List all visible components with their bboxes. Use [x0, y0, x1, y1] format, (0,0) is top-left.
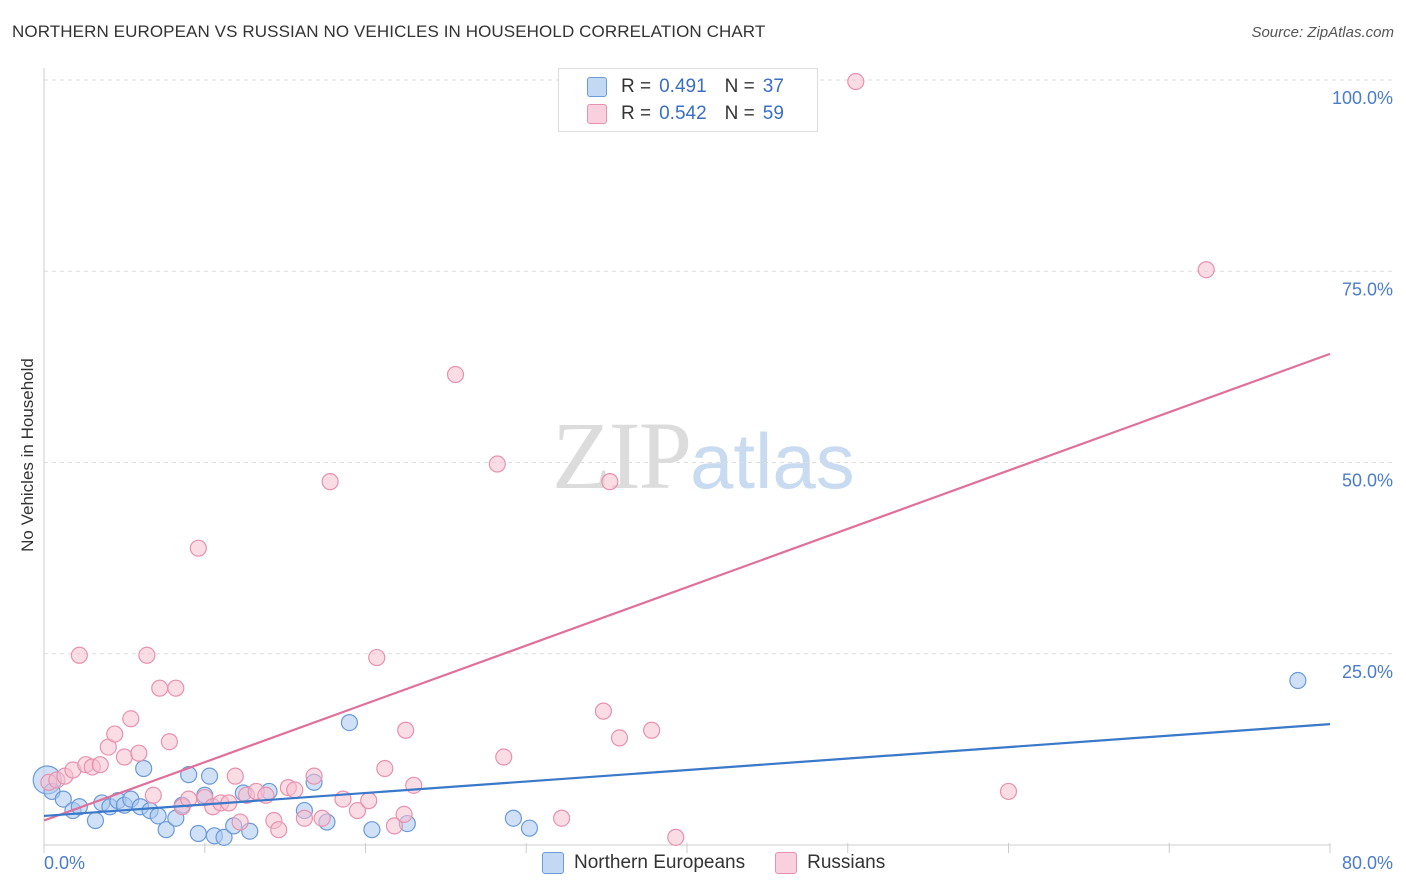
northern-point [340, 713, 359, 732]
legend-swatch-russian [587, 104, 607, 124]
russian-point [360, 792, 378, 810]
series-legend: Northern Europeans Russians [542, 852, 915, 874]
legend-r-value: 0.542 [659, 103, 707, 124]
watermark: ZIPatlas [552, 400, 855, 511]
russian-point [160, 733, 178, 751]
legend-r-label: R = [621, 76, 652, 97]
russian-point [167, 679, 185, 697]
russian-point [122, 710, 140, 728]
legend-item-russian[interactable]: Russians [775, 852, 885, 874]
russian-point [1197, 261, 1215, 279]
northern-point [520, 819, 539, 837]
northern-trend-line [43, 723, 1331, 818]
correlation-legend: R = 0.491 N = 37 R = 0.542 N = 59 [558, 68, 818, 132]
russian-trend-line [43, 352, 1331, 822]
legend-n-value: 37 [762, 76, 784, 97]
northern-point [189, 824, 207, 843]
russian-point [144, 786, 162, 804]
russian-point [270, 821, 288, 839]
legend-r-label: R = [621, 103, 652, 124]
source-label: Source: ZipAtlas.com [1251, 24, 1394, 41]
northern-point [157, 821, 175, 839]
russian-point [115, 748, 133, 766]
russian-point [151, 679, 169, 697]
legend-label-russian: Russians [807, 852, 886, 873]
legend-swatch-northern [587, 77, 607, 97]
axes [43, 68, 1331, 853]
legend-row-northern: R = 0.491 N = 37 [587, 74, 784, 100]
russian-point [231, 813, 249, 831]
legend-swatch-northern [542, 852, 564, 874]
y-tick-label: 25.0% [1342, 662, 1393, 682]
russian-point [643, 721, 661, 739]
grid-lines [44, 79, 1392, 655]
russian-point [189, 539, 207, 557]
watermark-zip: ZIP [552, 402, 692, 509]
russian-point [138, 646, 156, 664]
northern-point [1289, 671, 1307, 690]
x-tick-label: 80.0% [1342, 853, 1393, 873]
x-tick-label: 0.0% [44, 853, 85, 873]
russian-point [999, 782, 1018, 801]
russian-point [488, 455, 506, 473]
tick-labels: 25.0% 50.0% 75.0% 100.0% 0.0% 80.0% [44, 88, 1393, 873]
russian-point [594, 702, 613, 720]
russian-point [91, 756, 109, 774]
legend-n-label: N = [724, 103, 755, 124]
chart-title: NORTHERN EUROPEAN VS RUSSIAN NO VEHICLES… [12, 22, 766, 41]
y-tick-label: 50.0% [1342, 471, 1393, 491]
northern-points [32, 671, 1307, 846]
legend-n-value: 59 [762, 103, 784, 124]
legend-item-northern[interactable]: Northern Europeans [542, 852, 745, 874]
northern-point [363, 821, 381, 839]
russian-point [376, 759, 394, 778]
northern-point [200, 767, 219, 785]
y-tick-label: 75.0% [1342, 279, 1393, 299]
russian-point [667, 828, 685, 846]
russian-point [130, 744, 148, 762]
russian-point [226, 767, 244, 785]
legend-label-northern: Northern Europeans [574, 852, 746, 873]
watermark-atlas: atlas [690, 417, 855, 505]
russian-point [446, 365, 465, 384]
russian-point [295, 809, 314, 827]
russian-point [106, 725, 124, 743]
northern-point [86, 811, 105, 830]
trend-lines [43, 352, 1331, 822]
russian-point [313, 809, 331, 827]
northern-point [135, 759, 153, 778]
legend-r-value: 0.491 [659, 76, 707, 97]
legend-row-russian: R = 0.542 N = 59 [587, 101, 784, 127]
russian-point [286, 781, 304, 799]
russian-point [385, 817, 404, 835]
y-tick-label: 100.0% [1332, 88, 1393, 108]
northern-point [54, 790, 72, 808]
russian-point [348, 801, 367, 820]
russian-point [495, 748, 513, 766]
russian-point [321, 473, 339, 491]
legend-swatch-russian [775, 852, 798, 874]
russian-point [601, 473, 619, 491]
legend-n-label: N = [724, 76, 755, 97]
russian-point [610, 729, 629, 747]
russian-point [305, 767, 323, 785]
russian-point [368, 648, 386, 667]
russian-point [397, 721, 415, 739]
russian-point [395, 805, 413, 824]
russian-point [70, 646, 88, 664]
russian-point [847, 72, 865, 91]
northern-point [215, 828, 233, 846]
russian-point [553, 809, 571, 827]
northern-point [504, 809, 522, 827]
